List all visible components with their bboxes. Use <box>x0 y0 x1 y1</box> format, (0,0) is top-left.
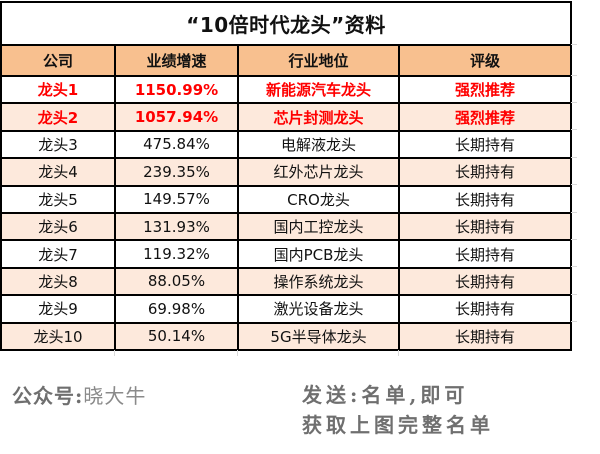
cell-position: 国内PCB龙头 <box>237 239 400 269</box>
cell-company: 龙头2 <box>0 102 116 132</box>
column-header-industry-position: 行业地位 <box>237 44 400 77</box>
gridline-stub <box>571 102 577 103</box>
cell-rating: 长期持有 <box>398 239 572 269</box>
cell-company: 龙头3 <box>0 129 116 160</box>
title-row: “10倍时代龙头”资料 <box>0 1 572 46</box>
cell-position: 红外芯片龙头 <box>237 157 400 187</box>
cell-company: 龙头5 <box>0 184 116 214</box>
cell-company: 龙头10 <box>0 321 116 351</box>
cell-position: 5G半导体龙头 <box>237 321 400 351</box>
document-title: “10倍时代龙头”资料 <box>0 1 572 46</box>
account-name: 晓大牛 <box>83 384 147 408</box>
gridline-stub <box>571 157 577 158</box>
cell-position: 新能源汽车龙头 <box>237 74 400 105</box>
account-label: 公众号: <box>12 384 84 408</box>
instruction-line-2: 获取上图完整名单 <box>302 413 494 437</box>
instruction-line-1: 发送:名单,即可 <box>302 383 469 407</box>
cell-company: 龙头8 <box>0 266 116 297</box>
cell-rating: 长期持有 <box>398 321 572 351</box>
column-header-growth: 业绩增速 <box>114 44 239 77</box>
gridline-stub <box>114 350 115 356</box>
cell-company: 龙头7 <box>0 239 116 269</box>
cell-company: 龙头4 <box>0 157 116 187</box>
gridline-stub <box>571 129 577 130</box>
cell-growth: 88.05% <box>114 266 239 297</box>
gridline-stub <box>571 75 577 76</box>
instruction-text: 发送:名单,即可 获取上图完整名单 <box>302 380 494 440</box>
cell-growth: 69.98% <box>114 294 239 324</box>
gridline-stub <box>398 350 399 356</box>
cell-company: 龙头9 <box>0 294 116 324</box>
gridline-stub <box>571 239 577 240</box>
table-row: 龙头7 119.32% 国内PCB龙头 长期持有 <box>0 239 572 269</box>
table-row: 龙头2 1057.94% 芯片封测龙头 强烈推荐 <box>0 102 572 132</box>
table-row: 龙头10 50.14% 5G半导体龙头 长期持有 <box>0 321 572 351</box>
gridline-stub <box>237 350 238 356</box>
cell-growth: 149.57% <box>114 184 239 214</box>
account-credit: 公众号:晓大牛 <box>12 380 146 409</box>
gridline-stub <box>571 266 577 267</box>
cell-growth: 475.84% <box>114 129 239 160</box>
cell-position: 操作系统龙头 <box>237 266 400 297</box>
cell-growth: 131.93% <box>114 211 239 242</box>
cell-position: CRO龙头 <box>237 184 400 214</box>
table-row: 龙头1 1150.99% 新能源汽车龙头 强烈推荐 <box>0 74 572 105</box>
cell-position: 激光设备龙头 <box>237 294 400 324</box>
gridline-stub <box>571 212 577 213</box>
cell-rating: 长期持有 <box>398 129 572 160</box>
cell-growth: 119.32% <box>114 239 239 269</box>
cell-company: 龙头1 <box>0 74 116 105</box>
table-row: 龙头3 475.84% 电解液龙头 长期持有 <box>0 129 572 160</box>
table-row: 龙头4 239.35% 红外芯片龙头 长期持有 <box>0 157 572 187</box>
gridline-stub <box>571 44 577 45</box>
cell-growth: 1057.94% <box>114 102 239 132</box>
table-row: 龙头9 69.98% 激光设备龙头 长期持有 <box>0 294 572 324</box>
cell-rating: 强烈推荐 <box>398 74 572 105</box>
cell-rating: 长期持有 <box>398 211 572 242</box>
cell-rating: 长期持有 <box>398 294 572 324</box>
cell-growth: 239.35% <box>114 157 239 187</box>
cell-company: 龙头6 <box>0 211 116 242</box>
cell-rating: 长期持有 <box>398 184 572 214</box>
cell-rating: 长期持有 <box>398 157 572 187</box>
leaders-table: “10倍时代龙头”资料 公司 业绩增速 行业地位 评级 龙头1 1150.99%… <box>0 1 572 351</box>
cell-position: 电解液龙头 <box>237 129 400 160</box>
cell-position: 国内工控龙头 <box>237 211 400 242</box>
cell-rating: 强烈推荐 <box>398 102 572 132</box>
gridline-stub <box>571 184 577 185</box>
gridline-stub <box>571 294 577 295</box>
table-row: 龙头6 131.93% 国内工控龙头 长期持有 <box>0 211 572 242</box>
table-row: 龙头5 149.57% CRO龙头 长期持有 <box>0 184 572 214</box>
cell-growth: 1150.99% <box>114 74 239 105</box>
cell-rating: 长期持有 <box>398 266 572 297</box>
header-row: 公司 业绩增速 行业地位 评级 <box>0 44 572 77</box>
cell-growth: 50.14% <box>114 321 239 351</box>
table-row: 龙头8 88.05% 操作系统龙头 长期持有 <box>0 266 572 297</box>
gridline-stub <box>571 321 577 322</box>
cell-position: 芯片封测龙头 <box>237 102 400 132</box>
column-header-rating: 评级 <box>398 44 572 77</box>
spreadsheet-table-container: “10倍时代龙头”资料 公司 业绩增速 行业地位 评级 龙头1 1150.99%… <box>0 1 572 351</box>
column-header-company: 公司 <box>0 44 116 77</box>
